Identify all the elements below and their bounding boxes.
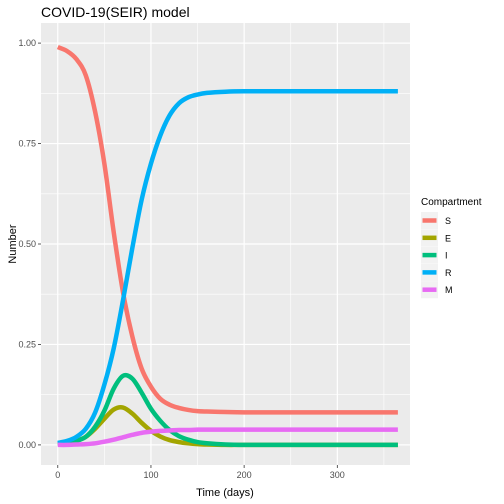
series-line-m [57, 427, 398, 448]
legend-label-r: R [445, 268, 452, 278]
y-axis-ticks: 0.00 0.25 0.50 0.75 1.00 [18, 38, 41, 450]
series-lines [56, 45, 398, 448]
y-tick-label: 1.00 [18, 38, 36, 48]
y-tick-label: 0.50 [18, 239, 36, 249]
chart-title: COVID-19(SEIR) model [41, 4, 190, 20]
x-tick-label: 300 [330, 470, 345, 480]
y-tick-label: 0.25 [18, 339, 36, 349]
legend-label-s: S [445, 216, 451, 226]
x-tick-label: 200 [237, 470, 252, 480]
grid-major [41, 23, 410, 465]
series-line-r [57, 89, 398, 446]
y-tick-label: 0.00 [18, 440, 36, 450]
legend-label-i: I [445, 251, 448, 261]
legend-label-e: E [445, 233, 451, 243]
x-axis-ticks: 0 100 200 300 [55, 465, 345, 480]
y-axis-title: Number [7, 224, 19, 263]
legend-label-m: M [445, 285, 453, 295]
legend-title: Compartment [421, 197, 482, 208]
x-tick-label: 100 [143, 470, 158, 480]
x-tick-label: 0 [55, 470, 60, 480]
x-axis-title: Time (days) [196, 487, 254, 499]
series-line-i [57, 372, 398, 448]
y-tick-label: 0.75 [18, 139, 36, 149]
series-line-s [56, 45, 398, 415]
